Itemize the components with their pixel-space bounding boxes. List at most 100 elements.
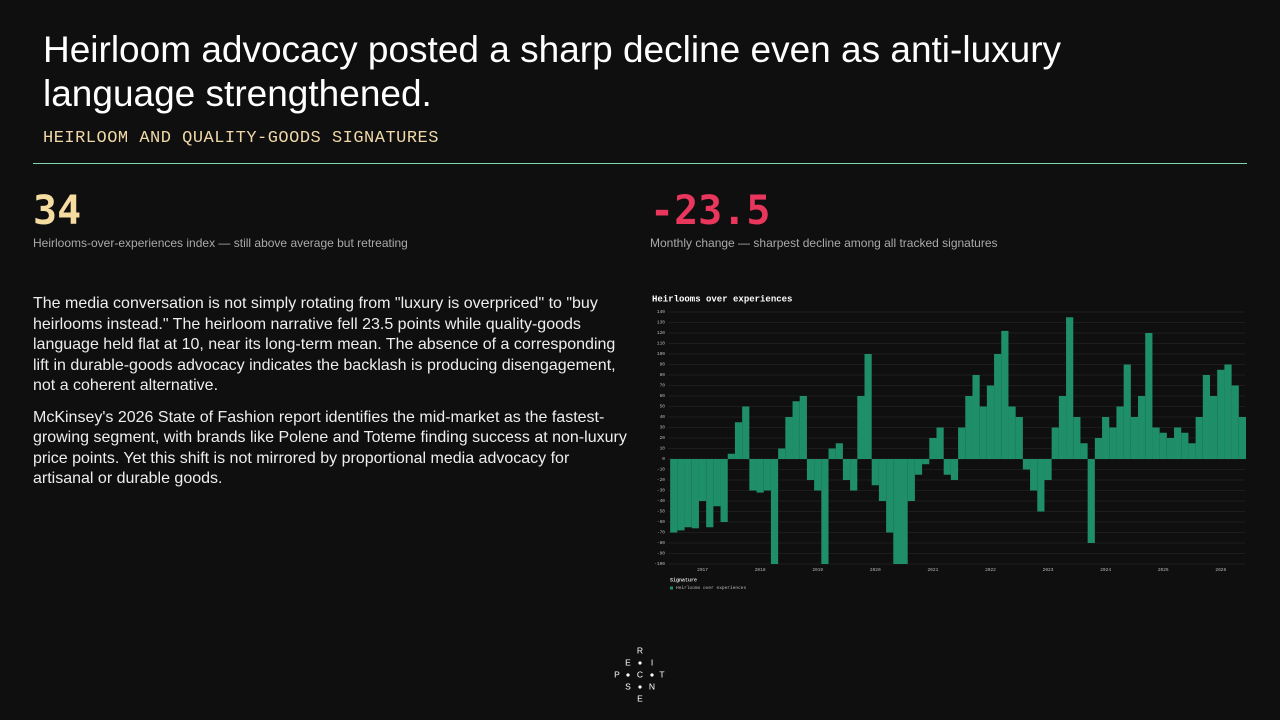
y-tick-label: 70 — [660, 383, 666, 389]
bar — [1159, 432, 1167, 459]
bar — [799, 396, 807, 459]
logo-dot — [626, 673, 630, 677]
legend-swatch — [670, 586, 673, 590]
bar — [936, 427, 944, 459]
bar — [1224, 364, 1232, 459]
bar — [1001, 330, 1009, 459]
logo-letter: S — [625, 681, 631, 691]
bar — [706, 459, 714, 528]
bar — [770, 459, 779, 564]
stat-label: Monthly change — sharpest decline among … — [650, 236, 998, 250]
x-tick-label: 2022 — [985, 567, 996, 573]
bar — [821, 459, 829, 564]
y-tick-label: 50 — [660, 404, 666, 410]
bar — [886, 459, 894, 533]
logo-letter: P — [614, 669, 620, 679]
bar — [720, 459, 728, 522]
bar — [763, 459, 771, 491]
bar — [958, 427, 966, 459]
y-tick-label: 30 — [660, 425, 666, 431]
paragraph: McKinsey's 2026 State of Fashion report … — [33, 408, 627, 488]
stat-value: 34 — [33, 188, 82, 234]
bar — [965, 396, 973, 459]
x-tick-label: 2026 — [1215, 567, 1226, 573]
bar — [950, 459, 959, 480]
stat-label: Heirlooms-over-experiences index — still… — [33, 236, 408, 250]
paragraph: The media conversation is not simply rot… — [33, 295, 616, 394]
bar — [900, 459, 908, 564]
y-tick-label: -70 — [657, 530, 665, 536]
body: The media conversation is not simply rot… — [33, 294, 633, 501]
y-tick-label: -90 — [657, 551, 665, 557]
y-tick-label: -60 — [657, 519, 665, 525]
bar — [1123, 364, 1131, 459]
y-tick-label: 140 — [657, 309, 665, 315]
bar — [943, 459, 951, 475]
bar — [734, 422, 743, 459]
legend-label: Heirlooms over experiences — [676, 585, 747, 591]
subtitle: HEIRLOOM AND QUALITY-GOODS SIGNATURES — [43, 129, 439, 148]
bar — [778, 448, 786, 459]
y-tick-label: 40 — [660, 414, 666, 420]
bar — [1195, 417, 1203, 459]
x-tick-label: 2017 — [697, 567, 708, 573]
y-tick-label: -40 — [657, 498, 665, 504]
logo-letter: E — [625, 657, 631, 667]
bar — [1037, 459, 1045, 512]
bar — [814, 459, 822, 491]
bar — [806, 459, 815, 480]
bar — [878, 459, 887, 501]
y-tick-label: -80 — [657, 540, 665, 546]
bar — [1087, 459, 1095, 543]
bar — [1116, 406, 1124, 459]
x-tick-label: 2018 — [755, 567, 766, 573]
bar — [850, 459, 858, 491]
bar — [785, 417, 793, 459]
logo-letter: R — [637, 645, 643, 655]
legend-title: Signature — [670, 577, 697, 583]
x-tick-label: 2025 — [1158, 567, 1169, 573]
y-tick-label: -30 — [657, 488, 665, 494]
bar — [1217, 369, 1225, 459]
y-tick-label: 0 — [662, 456, 665, 462]
bar — [871, 459, 879, 486]
logo-letter: T — [659, 669, 664, 679]
bar — [828, 448, 836, 459]
logo-dot — [638, 685, 642, 689]
bar — [979, 406, 987, 459]
bar — [742, 406, 750, 459]
bar — [1080, 443, 1088, 459]
bar — [1008, 406, 1016, 459]
bar — [994, 354, 1002, 459]
bar — [677, 459, 685, 531]
bar — [914, 459, 923, 475]
bar — [972, 375, 980, 459]
bar — [1174, 427, 1182, 459]
bar — [1044, 459, 1052, 480]
bar — [756, 459, 764, 493]
bar — [1094, 438, 1103, 459]
x-tick-label: 2023 — [1043, 567, 1054, 573]
logo-letter: C — [637, 669, 643, 679]
bar — [1238, 417, 1247, 459]
logo-dot — [650, 673, 654, 677]
bar — [670, 459, 678, 533]
bar — [1015, 417, 1023, 459]
bar — [864, 354, 872, 459]
bar — [727, 453, 735, 459]
bar — [1210, 396, 1218, 459]
y-tick-label: -10 — [657, 467, 665, 473]
bar — [1138, 396, 1146, 459]
bar — [698, 459, 707, 501]
bar — [1166, 438, 1175, 459]
y-tick-label: -50 — [657, 509, 665, 515]
y-tick-label: 90 — [660, 362, 666, 368]
bar — [1231, 385, 1239, 459]
bar — [684, 459, 692, 528]
bar — [1066, 317, 1074, 459]
bar — [1030, 459, 1038, 491]
y-tick-label: -100 — [654, 561, 665, 567]
divider — [33, 163, 1247, 164]
x-tick-label: 2024 — [1100, 567, 1111, 573]
